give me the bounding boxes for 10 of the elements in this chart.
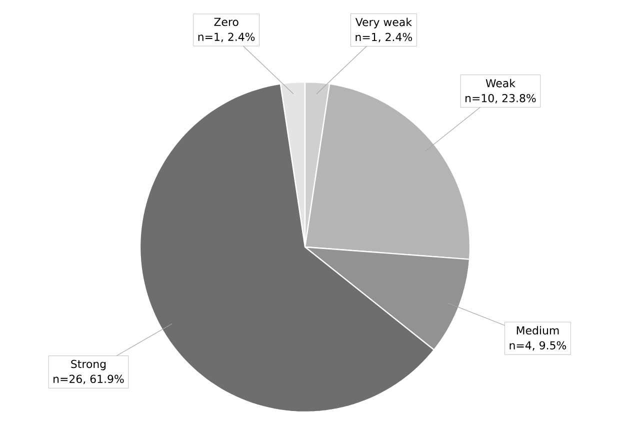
data-label: n=26, 61.9% [54,374,124,384]
data-label: n=10, 23.8% [466,94,536,104]
slice-label: Very weak [355,18,412,28]
slice-label: Strong [71,360,106,370]
data-label: n=4, 9.5% [510,341,566,351]
slice-label: Medium [516,326,559,335]
slice-label: Weak [486,78,516,88]
data-label: n=1, 2.4% [198,32,255,42]
slice-label: Zero [214,18,238,26]
data-label: n=1, 2.4% [356,32,412,42]
